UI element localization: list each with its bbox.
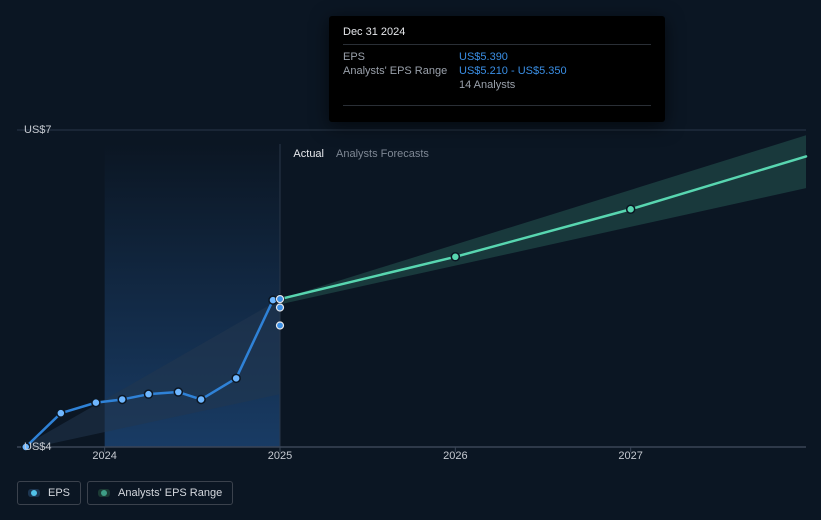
legend-label: EPS xyxy=(48,487,70,499)
tooltip-value: US$5.210 - US$5.350 xyxy=(459,65,567,77)
y-axis-label: US$7 xyxy=(24,124,52,136)
legend-item-range[interactable]: Analysts' EPS Range xyxy=(87,481,233,505)
x-axis-label: 2025 xyxy=(268,450,292,462)
tooltip-date: Dec 31 2024 xyxy=(343,26,651,45)
tooltip-key: Analysts' EPS Range xyxy=(343,65,459,77)
tooltip-value: US$5.390 xyxy=(459,51,508,63)
legend-swatch-icon xyxy=(98,489,110,497)
tooltip-row: Analysts' EPS Range US$5.210 - US$5.350 xyxy=(343,65,651,77)
y-axis-label: US$4 xyxy=(24,441,52,453)
tooltip-key: EPS xyxy=(343,51,459,63)
tooltip-sub: 14 Analysts xyxy=(459,79,651,91)
chart-tooltip: Dec 31 2024 EPS US$5.390 Analysts' EPS R… xyxy=(329,16,665,122)
legend-swatch-icon xyxy=(28,489,40,497)
x-axis-label: 2024 xyxy=(92,450,116,462)
actual-label: Actual xyxy=(293,148,324,160)
x-axis-label: 2027 xyxy=(618,450,642,462)
tooltip-divider xyxy=(343,105,651,106)
chart-legend: EPS Analysts' EPS Range xyxy=(17,481,233,505)
eps-chart: Actual Analysts Forecasts Dec 31 2024 EP… xyxy=(0,0,821,520)
legend-label: Analysts' EPS Range xyxy=(118,487,222,499)
tooltip-row: EPS US$5.390 xyxy=(343,51,651,63)
x-axis-label: 2026 xyxy=(443,450,467,462)
legend-item-eps[interactable]: EPS xyxy=(17,481,81,505)
forecast-label: Analysts Forecasts xyxy=(336,148,429,160)
